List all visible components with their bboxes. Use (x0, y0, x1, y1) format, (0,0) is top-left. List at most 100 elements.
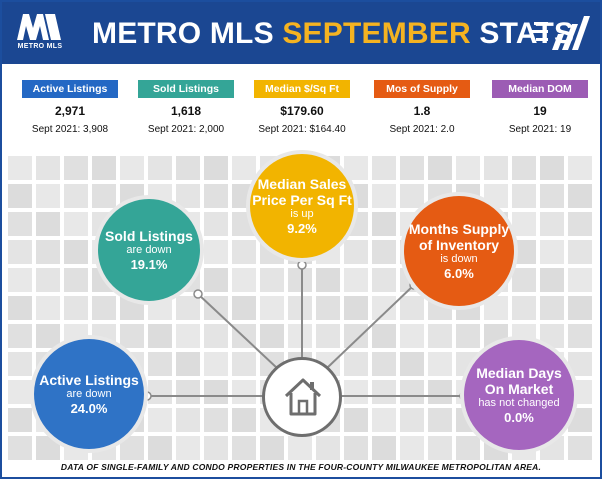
background-tile (232, 408, 256, 432)
circle-active-listings: Active Listings are down 24.0% (30, 335, 148, 453)
circle-percent: 0.0% (504, 409, 534, 425)
stat-months-supply: Mos of Supply 1.8 Sept 2021: 2.0 (364, 80, 480, 135)
background-tile (372, 156, 396, 180)
background-tile (344, 352, 368, 376)
circle-direction: is down (440, 252, 478, 265)
circle-percent: 9.2% (287, 220, 317, 236)
circle-percent: 24.0% (70, 400, 108, 416)
background-tile (64, 240, 88, 264)
background-tile (372, 324, 396, 348)
background-tile (232, 296, 256, 320)
background-tile (456, 156, 480, 180)
background-tile (176, 436, 200, 460)
background-tile (36, 268, 60, 292)
stat-sold-listings: Sold Listings 1,618 Sept 2021: 2,000 (128, 80, 244, 135)
circle-title-line-2: On Market (484, 380, 554, 397)
background-tile (232, 380, 256, 404)
stat-median-dom: Median DOM 19 Sept 2021: 19 (482, 80, 598, 135)
background-tile (288, 268, 312, 292)
background-tile (148, 156, 172, 180)
background-tile (204, 296, 228, 320)
background-tile (400, 380, 424, 404)
background-tile (204, 212, 228, 236)
stat-previous: Sept 2021: 19 (508, 124, 572, 135)
circle-title-line-1: Median Sales (257, 175, 347, 192)
background-tile (512, 268, 536, 292)
background-tile (204, 324, 228, 348)
background-tile (204, 240, 228, 264)
background-tile (64, 296, 88, 320)
background-tile (120, 324, 144, 348)
stat-label: Median $/Sq Ft (254, 80, 350, 98)
background-tile (344, 240, 368, 264)
background-tile (8, 380, 32, 404)
background-tile (372, 268, 396, 292)
circle-direction: are down (66, 387, 112, 400)
background-tile (232, 240, 256, 264)
background-tile (372, 436, 396, 460)
background-tile (428, 324, 452, 348)
background-tile (148, 324, 172, 348)
background-tile (344, 408, 368, 432)
background-tile (540, 184, 564, 208)
circle-direction: has not changed (478, 396, 560, 409)
background-tile (176, 296, 200, 320)
background-tile (428, 156, 452, 180)
background-tile (456, 324, 480, 348)
background-tile (484, 156, 508, 180)
stat-previous: Sept 2021: 3,908 (31, 124, 109, 135)
background-tile (148, 352, 172, 376)
stat-value: 2,971 (54, 104, 86, 118)
background-tile (176, 352, 200, 376)
background-tile (148, 408, 172, 432)
stat-value: $179.60 (280, 104, 324, 118)
background-tile (400, 296, 424, 320)
circle-title-line-2: Price Per Sq Ft (252, 191, 352, 208)
background-tile (428, 408, 452, 432)
background-tile (400, 352, 424, 376)
background-tile (344, 324, 368, 348)
background-tile (344, 268, 368, 292)
background-tile (512, 156, 536, 180)
stat-label: Mos of Supply (374, 80, 470, 98)
circle-title: Sold Listings (105, 227, 193, 244)
background-tile (568, 436, 592, 460)
background-tile (232, 436, 256, 460)
circle-sold-listings: Sold Listings are down 19.1% (94, 195, 204, 305)
background-tile (512, 212, 536, 236)
background-tile (8, 268, 32, 292)
circle-direction: are down (126, 243, 172, 256)
background-tile (204, 156, 228, 180)
background-tile (428, 436, 452, 460)
background-tile (372, 212, 396, 236)
circle-percent: 19.1% (130, 256, 168, 272)
background-tile (8, 212, 32, 236)
stat-value: 1.8 (413, 104, 431, 118)
background-tile (568, 156, 592, 180)
background-tile (344, 296, 368, 320)
background-tile (232, 268, 256, 292)
circle-direction: is up (290, 207, 314, 220)
background-tile (36, 212, 60, 236)
background-tile (8, 296, 32, 320)
background-tile (344, 436, 368, 460)
background-tile (204, 184, 228, 208)
background-tile (316, 436, 340, 460)
background-tile (568, 268, 592, 292)
background-tile (400, 156, 424, 180)
circle-title: Active Listings (39, 371, 139, 388)
background-tile (8, 240, 32, 264)
stat-median-price-sqft: Median $/Sq Ft $179.60 Sept 2021: $164.4… (244, 80, 360, 135)
stat-label: Sold Listings (138, 80, 234, 98)
stat-previous: Sept 2021: 2,000 (147, 124, 225, 135)
background-tile (316, 268, 340, 292)
background-tile (372, 408, 396, 432)
circle-title-line-2: of Inventory (418, 236, 500, 253)
stat-previous: Sept 2021: $164.40 (258, 124, 346, 135)
background-tile (540, 212, 564, 236)
background-tile (568, 296, 592, 320)
background-tile (176, 380, 200, 404)
background-tile (148, 380, 172, 404)
background-tile (400, 408, 424, 432)
